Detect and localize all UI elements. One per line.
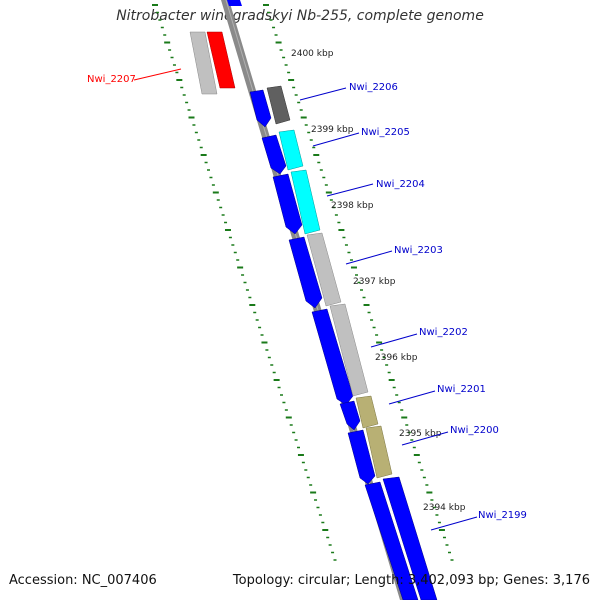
gene-label-nwi-2205[interactable]: Nwi_2205 (361, 127, 410, 138)
gene-label-nwi-2200[interactable]: Nwi_2200 (450, 425, 499, 436)
gene-block-nwi-2207-cog[interactable] (189, 31, 218, 95)
gene-label-nwi-2207[interactable]: Nwi_2207 (87, 74, 136, 85)
gene-label-nwi-2202[interactable]: Nwi_2202 (419, 327, 468, 338)
accession-text: Accession: NC_007406 (9, 573, 157, 588)
ruler-label-2400: 2400 kbp (291, 49, 334, 59)
leader-line-nwi-2201 (388, 390, 436, 405)
gene-block-nwi-2200-cog[interactable] (365, 425, 393, 479)
leader-line-nwi-2200 (401, 431, 449, 446)
ruler-label-2394: 2394 kbp (423, 503, 466, 513)
gene-arrow-nwi-2200[interactable] (347, 429, 376, 485)
gene-block-nwi-2205-cog[interactable] (278, 129, 304, 171)
ruler-label-2399: 2399 kbp (311, 125, 354, 135)
gene-block-nwi-2203-cog[interactable] (306, 232, 342, 307)
ruler-label-2397: 2397 kbp (353, 277, 396, 287)
leader-line-nwi-2199 (430, 516, 478, 531)
leader-line-nwi-2204 (326, 183, 374, 197)
gene-arrow-nwi-2201[interactable] (339, 400, 361, 431)
gene-arrow-nwi-2206[interactable] (249, 89, 272, 128)
leader-line-nwi-2203 (345, 250, 393, 265)
gene-arrow-nwi-2204[interactable] (272, 173, 303, 235)
gene-arrow-nwi-2202[interactable] (311, 308, 354, 406)
ruler-ticks-inner (263, 4, 454, 561)
gc-skew-ticks-outer (152, 4, 337, 561)
ruler-label-2396: 2396 kbp (375, 353, 418, 363)
gene-label-nwi-2201[interactable]: Nwi_2201 (437, 384, 486, 395)
page-title: Nitrobacter winogradskyi Nb-255, complet… (116, 8, 484, 24)
partial-cds-top[interactable] (227, 0, 242, 6)
gene-arrow-nwi-2203[interactable] (288, 236, 323, 309)
leader-line-nwi-2207 (133, 68, 182, 81)
gene-arrow-nwi-2199[interactable] (382, 476, 438, 600)
ruler-label-2398: 2398 kbp (331, 201, 374, 211)
gene-label-nwi-2203[interactable]: Nwi_2203 (394, 245, 443, 256)
gene-block-nwi-2201-cog[interactable] (355, 395, 379, 429)
leader-line-nwi-2206 (299, 87, 347, 101)
gene-arrow-nwi-2205[interactable] (261, 134, 287, 175)
leader-line-nwi-2202 (370, 333, 418, 348)
gene-arrow-nwi-2199-lower[interactable] (364, 481, 419, 600)
gene-block-nwi-2202-cog[interactable] (329, 303, 369, 397)
leader-line-nwi-2205 (312, 132, 360, 147)
gene-block-nwi-2207[interactable] (206, 31, 236, 89)
gene-label-nwi-2206[interactable]: Nwi_2206 (349, 82, 398, 93)
ruler-label-2395: 2395 kbp (399, 429, 442, 439)
gene-label-nwi-2204[interactable]: Nwi_2204 (376, 179, 425, 190)
genome-summary-text: Topology: circular; Length: 3,402,093 bp… (232, 573, 590, 588)
gene-label-nwi-2199[interactable]: Nwi_2199 (478, 510, 527, 521)
gene-block-nwi-2204-cog[interactable] (290, 169, 321, 235)
gene-block-nwi-2206-cog[interactable] (266, 85, 291, 125)
